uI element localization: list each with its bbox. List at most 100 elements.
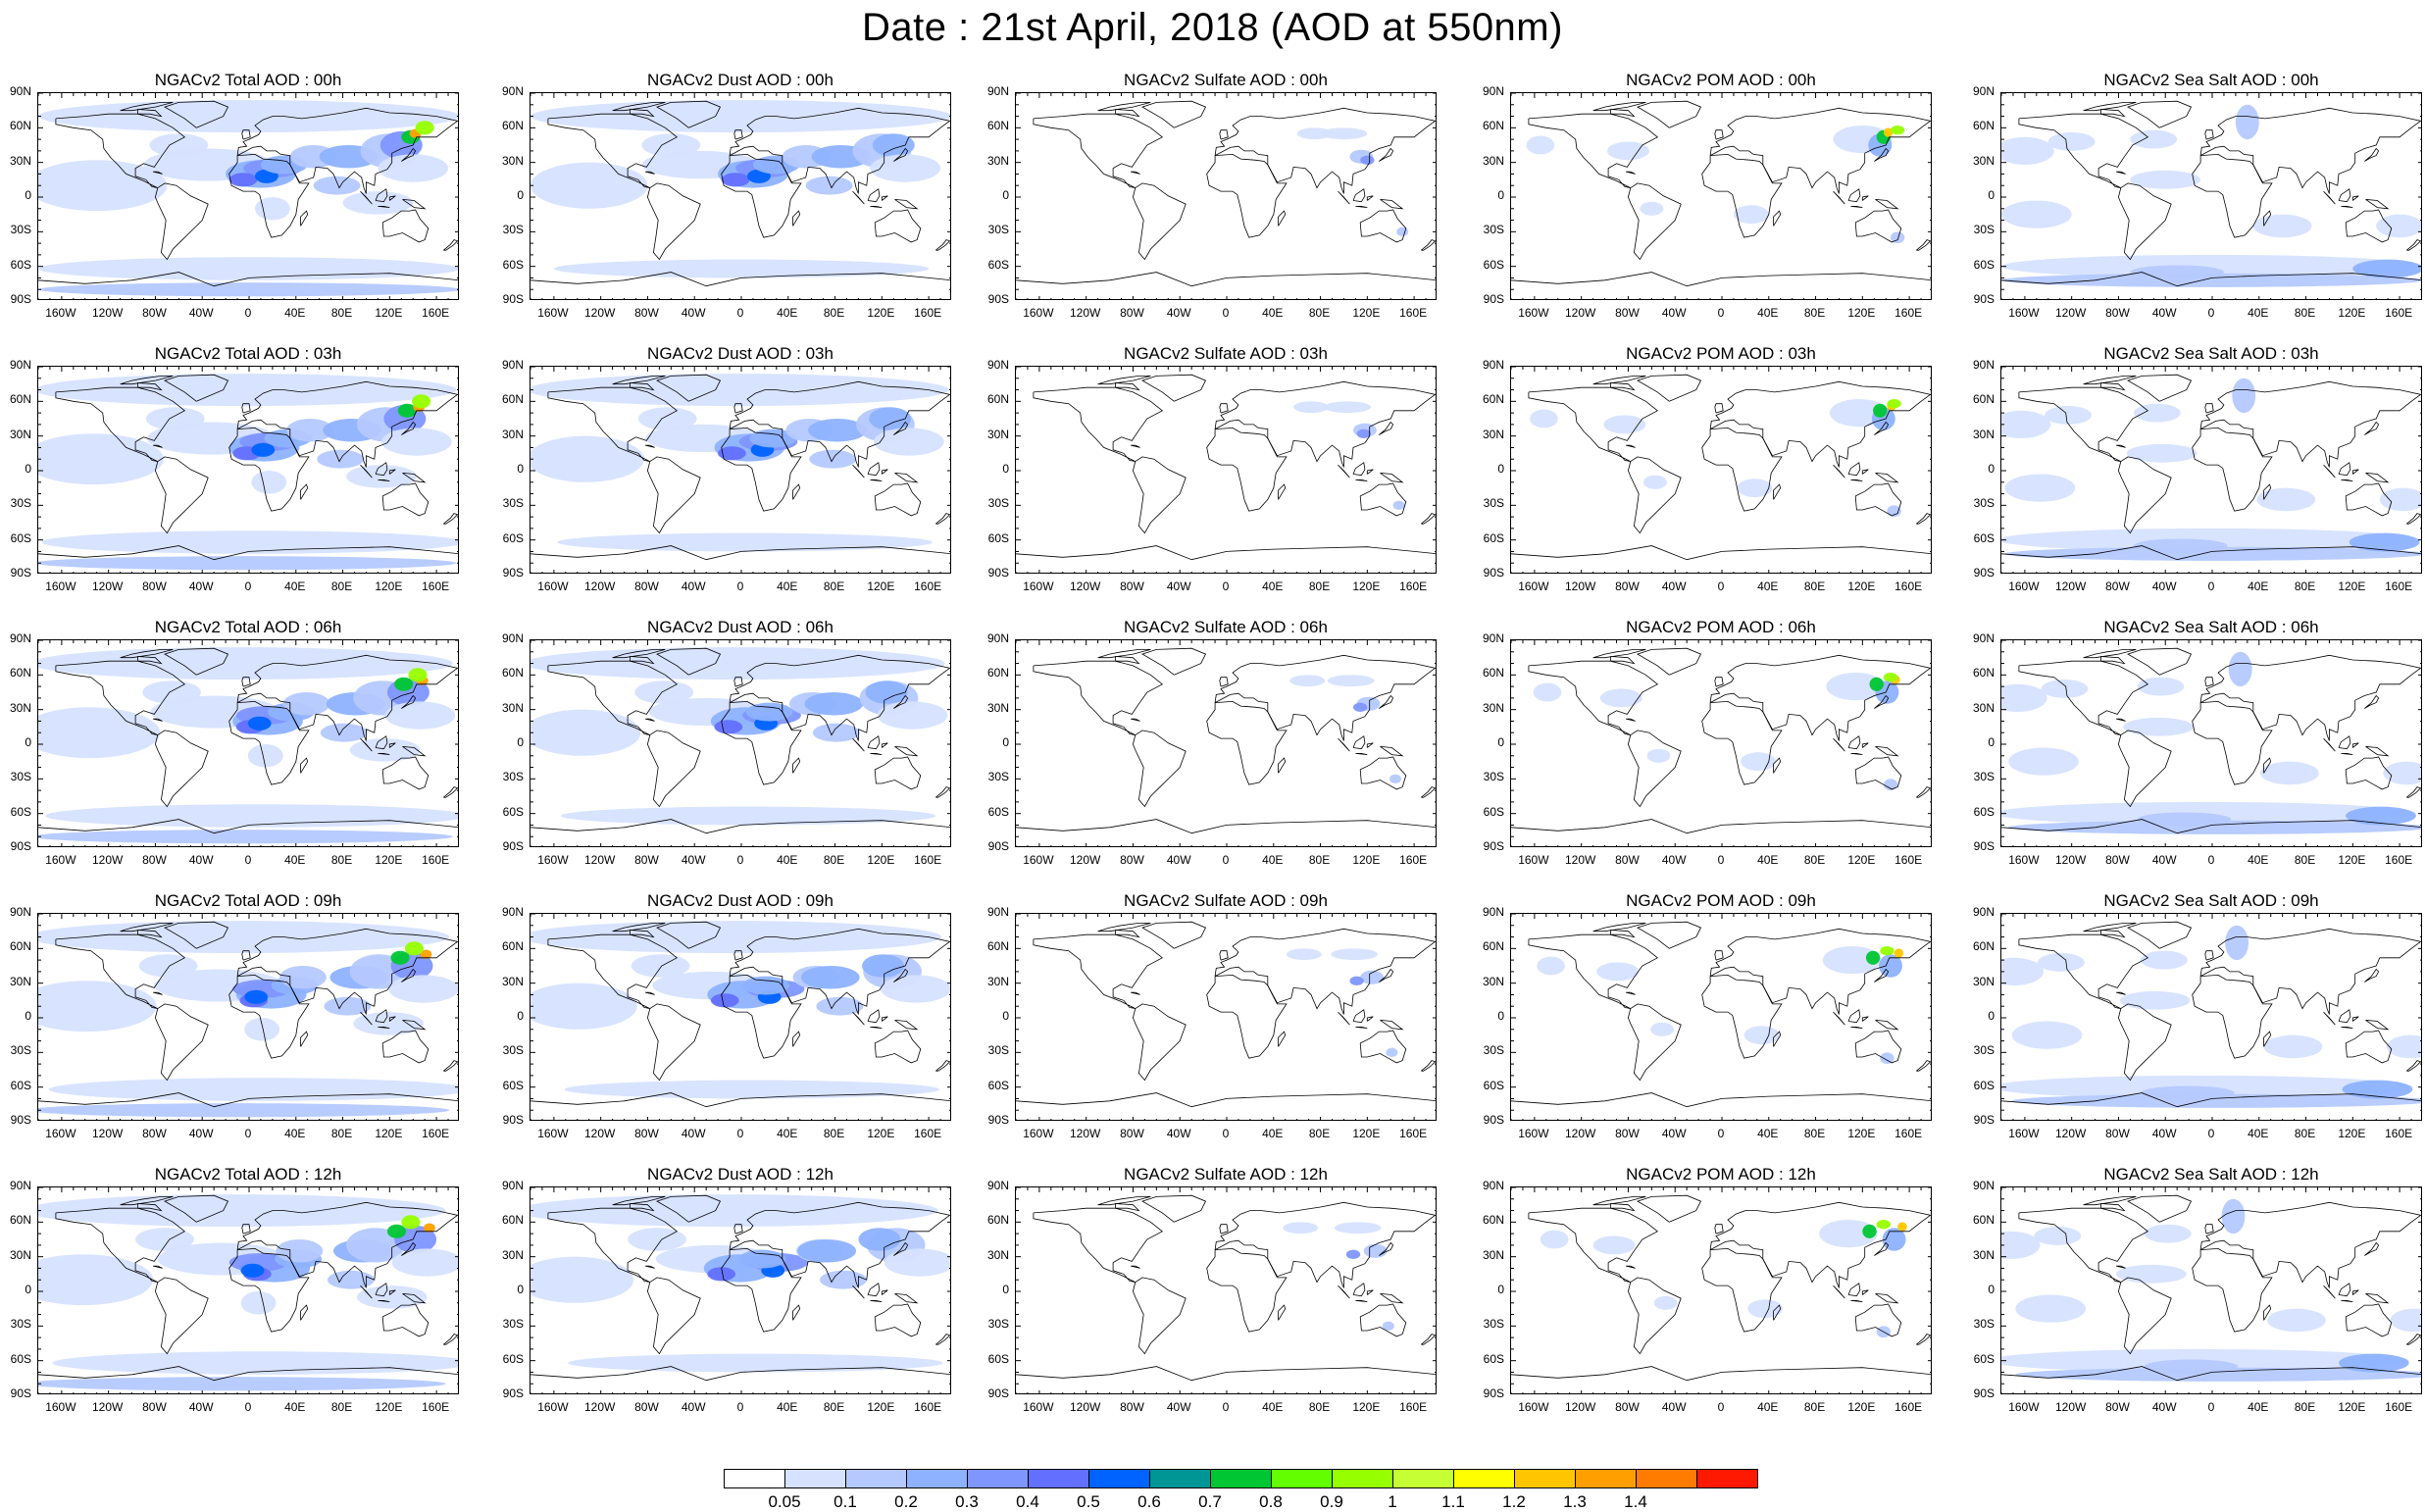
aod-patch bbox=[1865, 950, 1881, 965]
coastline bbox=[1380, 746, 1404, 757]
coastline bbox=[241, 1224, 251, 1235]
lat-tick-label: 90N bbox=[9, 631, 31, 645]
lon-tick-label: 40W bbox=[2151, 1127, 2177, 1140]
coastline bbox=[1115, 382, 1140, 391]
lon-tick-label: 160W bbox=[2008, 853, 2040, 867]
lat-tick-label: 90N bbox=[9, 905, 31, 919]
coastline bbox=[2351, 1289, 2359, 1295]
coastline bbox=[1421, 1060, 1436, 1072]
coastline bbox=[1714, 403, 1724, 414]
lon-tick-label: 160E bbox=[914, 1127, 942, 1140]
coastline bbox=[1016, 1366, 1436, 1382]
aod-patch bbox=[282, 692, 330, 716]
lat-tick-label: 90N bbox=[501, 1179, 524, 1192]
tick-marks bbox=[2001, 367, 2421, 573]
aod-patch bbox=[1293, 401, 1329, 414]
lon-tick-label: 40W bbox=[1166, 306, 1191, 320]
aod-field bbox=[2001, 378, 2421, 561]
lon-tick-label: 160W bbox=[2008, 306, 2040, 320]
lon-tick-label: 40E bbox=[2248, 1127, 2269, 1140]
lon-tick-label: 80E bbox=[2294, 853, 2316, 867]
coastline bbox=[300, 1304, 309, 1321]
coastline bbox=[2192, 427, 2273, 512]
lon-tick-label: 120W bbox=[2054, 853, 2087, 867]
aod-patch bbox=[568, 1353, 943, 1373]
lon-tick-label: 40E bbox=[1262, 853, 1284, 867]
aod-patch bbox=[38, 647, 453, 680]
coastline bbox=[1875, 199, 1899, 210]
coastline bbox=[1701, 974, 1783, 1059]
coastline bbox=[153, 171, 163, 175]
coastline bbox=[1875, 746, 1899, 757]
lat-tick-label: 30N bbox=[986, 153, 1009, 168]
coastline bbox=[733, 677, 743, 687]
aod-patch bbox=[38, 1377, 446, 1391]
map-canvas bbox=[530, 367, 950, 573]
coastline bbox=[2083, 648, 2137, 659]
aod-patch bbox=[328, 1270, 375, 1289]
lat-tick-label: 90N bbox=[9, 358, 31, 372]
coastline bbox=[935, 513, 950, 525]
coastline bbox=[1338, 464, 1350, 479]
lon-tick-label: 0 bbox=[1222, 1127, 1230, 1140]
lon-tick-label: 0 bbox=[736, 853, 744, 867]
map-canvas bbox=[1016, 914, 1436, 1120]
coastline bbox=[375, 1283, 388, 1297]
coastline bbox=[2406, 786, 2421, 798]
coastline bbox=[1421, 786, 1436, 798]
coastline bbox=[870, 753, 883, 755]
coastline bbox=[1916, 513, 1931, 525]
lat-tick-label: 60N bbox=[501, 119, 524, 133]
lon-tick-label: 160E bbox=[1895, 853, 1923, 867]
coastline bbox=[381, 209, 429, 243]
map-panel-dust-1: NGACv2 Dust AOD : 03h 90N 60N 30N 0 30S 60S 90S… bbox=[502, 344, 951, 611]
lon-tick-label: 160W bbox=[1518, 580, 1549, 593]
coastlines bbox=[38, 374, 458, 561]
coastline bbox=[443, 513, 458, 525]
tick-marks bbox=[1016, 914, 1436, 1120]
coastline bbox=[1916, 239, 1931, 251]
aod-patch bbox=[38, 1194, 446, 1228]
coastline bbox=[2364, 1241, 2380, 1256]
aod-field bbox=[2001, 1198, 2421, 1382]
lat-tick-label: 0 bbox=[25, 1283, 31, 1296]
coastline bbox=[1132, 182, 1187, 261]
map-canvas bbox=[38, 1187, 458, 1393]
lon-tick-label: 80W bbox=[2105, 306, 2130, 320]
aod-patch bbox=[38, 830, 453, 844]
lon-tick-label: 120E bbox=[2338, 1400, 2366, 1414]
coastline bbox=[402, 1020, 427, 1031]
map-canvas bbox=[1511, 367, 1931, 573]
lat-tick-label: 0 bbox=[1002, 1009, 1009, 1023]
panel-title: NGACv2 Sulfate AOD : 00h bbox=[1124, 71, 1328, 89]
lat-tick-label: 90N bbox=[1972, 631, 1995, 645]
map-panel-total-1: NGACv2 Total AOD : 03h 90N 60N 30N 0 30S 60S 90… bbox=[10, 344, 459, 611]
coastline bbox=[2001, 1366, 2421, 1382]
coastline bbox=[2117, 1003, 2172, 1082]
aod-patch bbox=[1747, 1299, 1784, 1319]
aod-patch bbox=[384, 701, 456, 730]
coastline bbox=[2018, 386, 2149, 462]
map-canvas bbox=[38, 914, 458, 1120]
coastline bbox=[1115, 656, 1140, 665]
lon-tick-label: 40W bbox=[681, 1400, 706, 1414]
coastline bbox=[2323, 190, 2336, 205]
lon-tick-label: 160E bbox=[1399, 853, 1428, 867]
coastlines bbox=[530, 647, 950, 834]
lon-tick-label: 80E bbox=[1803, 1127, 1826, 1140]
coastline bbox=[164, 1194, 229, 1223]
coastline bbox=[1214, 928, 1436, 1015]
coastline bbox=[228, 153, 310, 238]
coastline bbox=[1701, 700, 1783, 785]
coastline bbox=[2338, 462, 2351, 477]
lon-tick-label: 40E bbox=[1757, 1400, 1779, 1414]
lon-tick-label: 80W bbox=[634, 1400, 659, 1414]
coastline bbox=[1854, 482, 1902, 517]
aod-patch bbox=[149, 133, 209, 157]
aod-patch bbox=[388, 975, 458, 1003]
lat-tick-label: 90S bbox=[502, 566, 524, 580]
aod-patch bbox=[1386, 1047, 1398, 1058]
aod-patch bbox=[872, 133, 915, 157]
lat-tick-label: 30N bbox=[986, 700, 1009, 715]
lon-tick-label: 120E bbox=[375, 853, 403, 867]
